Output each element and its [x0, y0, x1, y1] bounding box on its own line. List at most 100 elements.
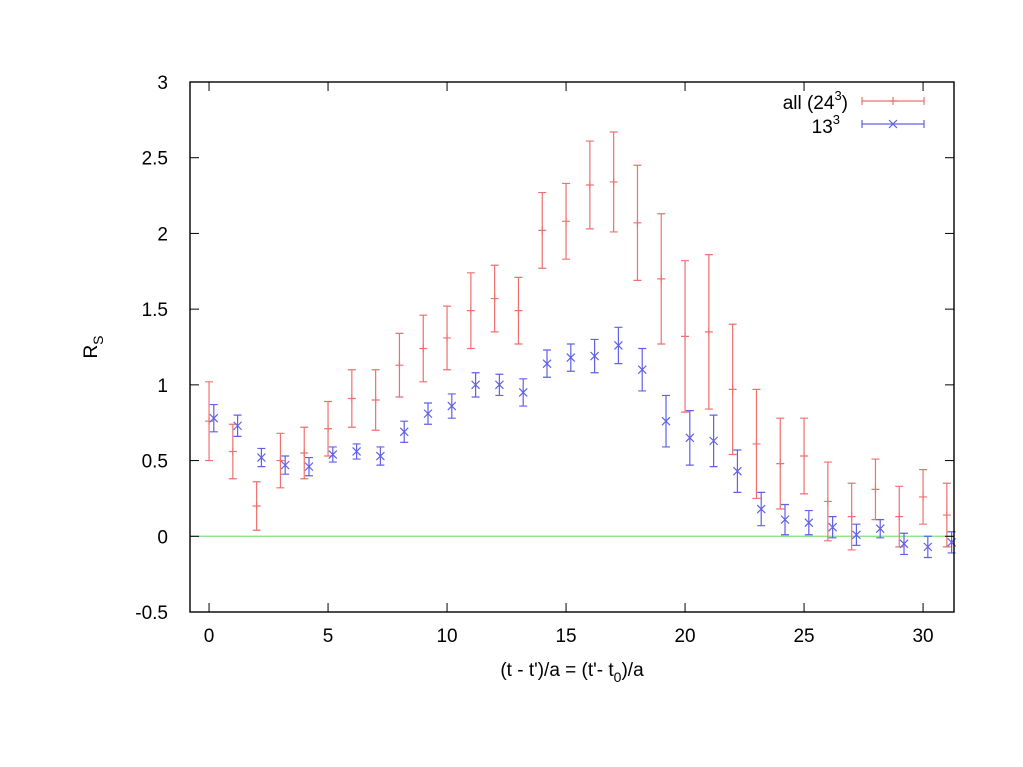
data-point	[875, 524, 885, 534]
y-tick-label: 2.5	[142, 149, 168, 170]
data-point	[851, 530, 861, 540]
y-axis-label-main: R	[81, 345, 102, 359]
data-point	[732, 466, 742, 476]
data-point	[443, 333, 452, 342]
series-0	[205, 131, 951, 551]
x-axis-label: (t - t')/a = (t'- t0)/a	[500, 660, 644, 685]
data-point	[276, 456, 285, 465]
data-point	[228, 447, 237, 456]
data-point	[494, 380, 504, 390]
x-axis-label-subscript: 0	[614, 669, 622, 685]
data-point	[709, 436, 719, 446]
data-point	[800, 452, 809, 461]
data-point	[324, 424, 333, 433]
data-point	[585, 180, 594, 189]
data-point	[566, 353, 576, 363]
data-point	[280, 460, 290, 470]
legend-label-13: 133	[812, 112, 840, 138]
plot-area	[190, 131, 957, 559]
axis-ticks: -0.500.511.522.530 5 10 15 20 25 30	[135, 73, 954, 647]
legend-sample-13	[861, 119, 925, 129]
y-tick-label: 3	[157, 73, 168, 94]
data-point	[304, 462, 314, 472]
y-axis-label: RS	[81, 335, 106, 358]
data-point	[923, 542, 933, 552]
data-point	[847, 512, 856, 521]
x-tick-label: 30	[912, 626, 933, 647]
data-point	[466, 306, 475, 315]
data-point	[209, 413, 219, 423]
data-point	[828, 522, 838, 532]
y-tick-label: -0.5	[135, 603, 168, 624]
data-point	[395, 361, 404, 370]
data-point	[399, 427, 409, 437]
data-point	[518, 388, 528, 397]
data-point	[661, 416, 671, 426]
data-point	[300, 449, 309, 457]
legend-label-all-sup: 3	[834, 88, 841, 103]
data-point	[704, 327, 713, 336]
legend-label-13-main: 13	[812, 117, 833, 138]
data-point	[681, 332, 690, 341]
data-point	[590, 351, 600, 361]
data-point	[252, 502, 261, 510]
data-point	[776, 459, 785, 468]
data-point	[375, 451, 385, 461]
x-tick-label: 0	[204, 626, 215, 647]
data-point	[899, 539, 909, 549]
y-tick-label: 1.5	[142, 300, 168, 321]
data-point	[471, 380, 481, 390]
legend-label-all: all (243)	[783, 88, 848, 114]
data-point	[756, 504, 766, 514]
data-point	[256, 453, 266, 462]
legend: all (243) 133	[783, 88, 925, 138]
y-axis-label-subscript: S	[90, 335, 106, 344]
data-point	[919, 492, 928, 501]
data-point	[657, 274, 666, 283]
data-point	[613, 341, 623, 350]
data-point	[804, 518, 814, 528]
data-point	[419, 344, 428, 353]
data-point	[371, 396, 380, 404]
data-point	[685, 433, 695, 443]
data-point	[780, 515, 790, 525]
legend-label-all-tail: )	[842, 93, 848, 114]
data-point	[490, 294, 499, 303]
y-tick-label: 2	[157, 224, 168, 245]
plot-frame	[189, 81, 955, 613]
data-point	[352, 447, 362, 456]
x-axis-label-tail: )/a	[621, 660, 644, 681]
legend-sample-all	[861, 97, 925, 105]
legend-marker	[888, 119, 898, 129]
series-1	[209, 326, 957, 559]
data-point	[347, 394, 356, 403]
data-point	[752, 439, 761, 448]
data-point	[514, 306, 523, 315]
x-tick-label: 10	[436, 626, 457, 647]
y-tick-label: 0.5	[142, 452, 168, 473]
data-point	[233, 421, 243, 431]
data-point	[328, 450, 338, 459]
data-point	[633, 218, 642, 227]
data-point	[728, 385, 737, 394]
data-point	[871, 485, 880, 494]
data-point	[423, 409, 433, 419]
data-point	[942, 511, 951, 520]
data-point	[823, 497, 832, 506]
data-point	[895, 512, 904, 521]
legend-label-all-main: all (24	[783, 93, 835, 114]
data-point	[542, 359, 552, 369]
x-tick-label: 15	[555, 626, 576, 647]
y-tick-label: 0	[157, 527, 168, 548]
data-point	[562, 217, 571, 226]
legend-marker	[889, 97, 897, 105]
x-tick-label: 5	[323, 626, 334, 647]
x-axis-label-main: (t - t')/a = (t'- t	[500, 660, 614, 681]
data-point	[538, 226, 547, 235]
data-point	[447, 401, 457, 411]
data-point	[609, 177, 618, 186]
x-tick-label: 25	[793, 626, 814, 647]
data-point	[205, 417, 214, 426]
data-point	[637, 365, 647, 375]
